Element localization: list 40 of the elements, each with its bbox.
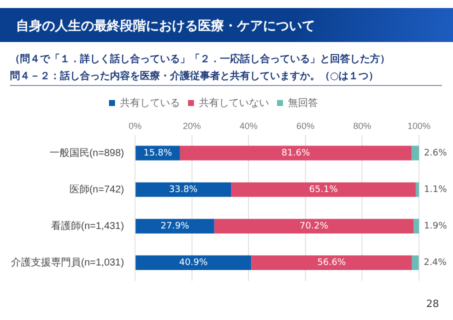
bar xyxy=(214,218,414,234)
y-tick-label: 一般国民(n=898) xyxy=(49,148,124,159)
legend-label: 共有していない xyxy=(199,96,269,109)
data-label: 1.9% xyxy=(424,222,448,232)
bar xyxy=(412,146,419,160)
x-tick-label: 40% xyxy=(240,120,258,131)
data-label: 2.4% xyxy=(424,258,448,268)
bar xyxy=(412,255,419,270)
data-label: 81.6% xyxy=(281,148,311,158)
bar xyxy=(136,255,252,270)
x-tick-label: 60% xyxy=(296,120,314,131)
y-tick-label: 看護師(n=1,431) xyxy=(50,220,124,232)
data-label: 15.8% xyxy=(143,148,173,158)
bar xyxy=(251,255,412,270)
text: 28 xyxy=(426,299,439,310)
legend-label: 共有している xyxy=(120,96,180,109)
data-label: 65.1% xyxy=(309,184,338,195)
data-label: 70.2% xyxy=(300,222,329,232)
y-tick-label: 医師(n=742) xyxy=(69,183,124,196)
bar xyxy=(136,218,214,234)
bar xyxy=(416,182,419,197)
y-tick-label: 介護支援専門員(n=1,031) xyxy=(10,256,124,268)
x-tick-label: 20% xyxy=(182,120,201,131)
data-label: 56.6% xyxy=(317,258,346,268)
data-label: 1.1% xyxy=(424,184,448,195)
data-label: 40.9% xyxy=(179,258,208,268)
data-label: 27.9% xyxy=(160,222,190,232)
bar xyxy=(180,146,412,160)
chart-subtitle: （問４で「１．詳しく話し合っている」「２．一応話し合っている」と回答した方） xyxy=(10,52,390,66)
bar xyxy=(231,182,416,197)
x-tick-label: 0% xyxy=(128,120,142,131)
bar xyxy=(136,182,232,197)
legend-label: 無回答 xyxy=(288,96,318,109)
text: 問４－２：話し合った内容を医療・介護従事者と共有していますか。（○は１つ） xyxy=(10,69,379,83)
x-tick-label: 100% xyxy=(407,120,431,131)
data-label: 2.6% xyxy=(424,148,448,158)
x-tick-label: 80% xyxy=(353,120,372,131)
data-label: 33.8% xyxy=(169,184,198,195)
chart-title: 自身の人生の最終段階における医療・ケアについて xyxy=(16,18,315,35)
bar xyxy=(414,218,419,234)
